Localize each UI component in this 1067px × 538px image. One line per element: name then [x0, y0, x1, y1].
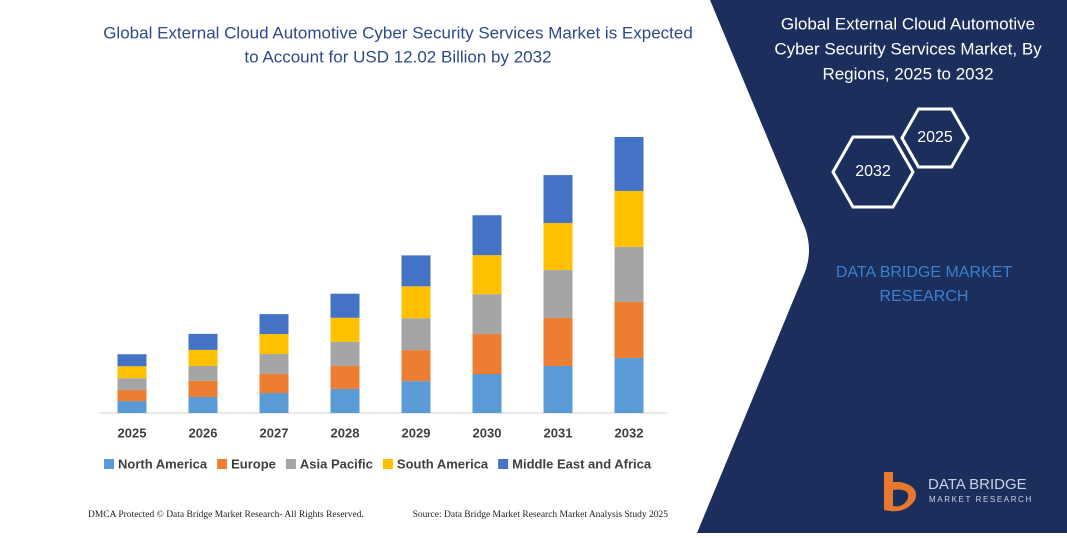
x-tick-label: 2027 — [260, 425, 289, 440]
bar-segment — [259, 373, 289, 394]
bar-segment — [401, 381, 431, 413]
brand-text: DATA BRIDGE MARKET — [836, 264, 1013, 281]
bar-segment — [472, 373, 502, 413]
side-panel — [697, 0, 1067, 533]
bar-segment — [117, 401, 147, 413]
x-tick-label: 2025 — [118, 425, 147, 440]
legend-swatch — [285, 459, 296, 469]
legend-label: Middle East and Africa — [512, 456, 652, 471]
legend-label: Europe — [231, 456, 276, 471]
chart-title: Global External Cloud Automotive Cyber S… — [103, 23, 693, 42]
x-tick-label: 2032 — [615, 425, 644, 440]
legend-swatch — [217, 459, 228, 469]
bar-segment — [472, 334, 502, 374]
hex-label: 2025 — [917, 129, 953, 146]
brand-text: RESEARCH — [880, 288, 969, 305]
bar-segment — [188, 396, 218, 413]
x-tick-label: 2031 — [544, 425, 573, 440]
x-tick-label: 2029 — [402, 425, 431, 440]
footer-left: DMCA Protected © Data Bridge Market Rese… — [88, 509, 364, 520]
panel-title: Regions, 2025 to 2032 — [822, 64, 993, 83]
bar-segment — [543, 270, 573, 319]
bar-segment — [614, 301, 644, 358]
bar-segment — [330, 293, 360, 318]
bar-segment — [472, 294, 502, 335]
bar-segment — [401, 350, 431, 382]
bar-segment — [117, 378, 147, 391]
bar-segment — [330, 365, 360, 389]
bar-segment — [614, 137, 644, 191]
bar-segment — [472, 215, 502, 256]
bar-segment — [259, 334, 289, 355]
bar-segment — [330, 317, 360, 342]
bar-segment — [117, 366, 147, 379]
panel-title: Cyber Security Services Market, By — [774, 39, 1042, 58]
bar-segment — [401, 286, 431, 319]
legend-swatch — [382, 459, 393, 469]
bar-segment — [188, 380, 218, 397]
x-tick-label: 2030 — [473, 425, 502, 440]
logo-sub: MARKET RESEARCH — [929, 495, 1033, 504]
x-tick-label: 2028 — [331, 425, 360, 440]
bar-segment — [401, 255, 431, 287]
legend-label: South America — [397, 456, 489, 471]
legend-label: North America — [118, 456, 208, 471]
logo-mark — [893, 489, 909, 507]
logo: DATA BRIDGE MARKET RESEARCH — [884, 472, 1033, 512]
bar-segment — [188, 349, 218, 366]
logo-name: DATA BRIDGE — [928, 476, 1027, 493]
legend-swatch — [498, 459, 509, 469]
x-tick-label: 2026 — [189, 425, 218, 440]
bar-segment — [614, 190, 644, 247]
bar-segment — [259, 314, 289, 335]
bar-segment — [117, 390, 147, 402]
bar-segment — [543, 318, 573, 366]
hex-label: 2032 — [855, 163, 891, 180]
bar-segment — [188, 333, 218, 350]
bar-segment — [188, 365, 218, 381]
legend-label: Asia Pacific — [300, 456, 373, 471]
bar-segment — [401, 318, 431, 351]
bar-segment — [472, 255, 502, 295]
bar-segment — [259, 354, 289, 374]
bar-segment — [543, 175, 573, 224]
hexagon — [831, 135, 915, 209]
legend-swatch — [104, 459, 114, 469]
bar-segment — [543, 365, 573, 413]
bar-segment — [330, 341, 360, 366]
bar-segment — [614, 357, 644, 413]
bar-segment — [259, 393, 289, 413]
hexagon — [900, 107, 970, 169]
bar-segment — [117, 354, 147, 367]
panel-title: Global External Cloud Automotive — [781, 14, 1035, 33]
bar-segment — [330, 388, 360, 413]
footer-right: Source: Data Bridge Market Research Mark… — [413, 510, 669, 520]
chart-title: to Account for USD 12.02 Billion by 2032 — [244, 47, 551, 66]
bar-segment — [614, 246, 644, 302]
bar-segment — [543, 223, 573, 271]
